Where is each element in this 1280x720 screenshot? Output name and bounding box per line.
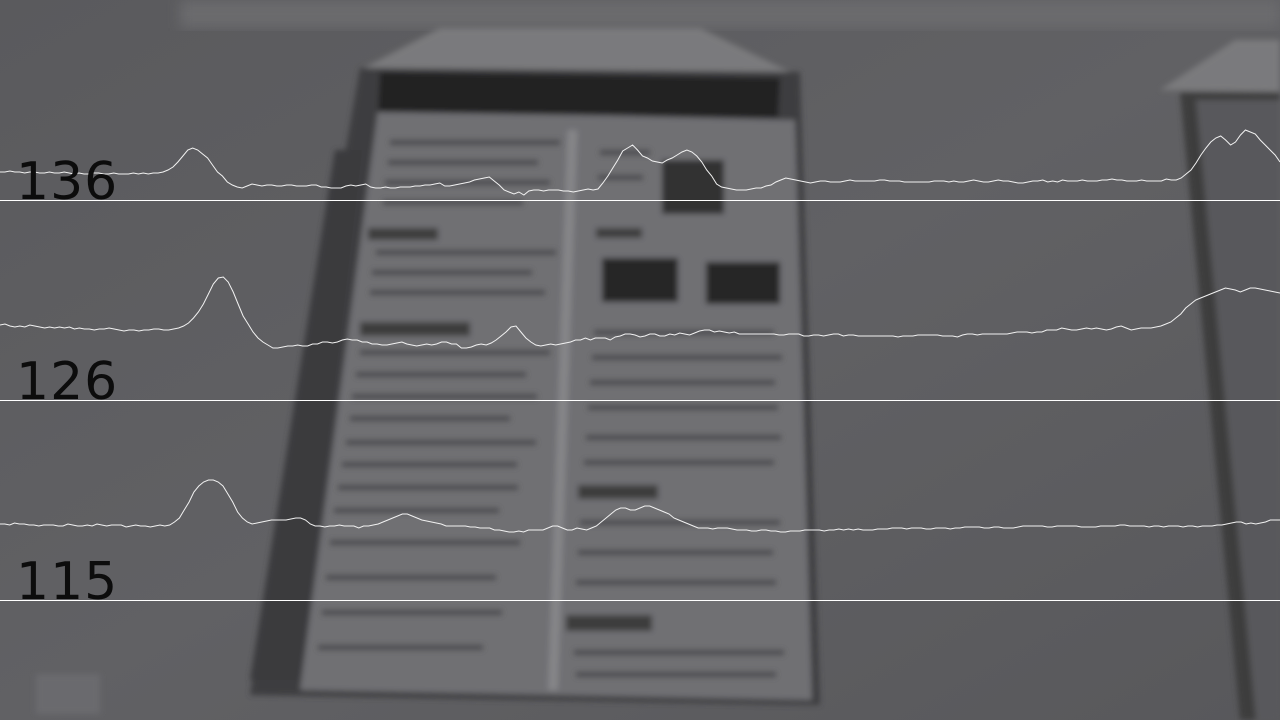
poster-section-header bbox=[596, 228, 642, 238]
poster-section-header bbox=[360, 322, 470, 336]
poster-board bbox=[250, 28, 820, 705]
ceiling-strip bbox=[180, 0, 1280, 28]
intensity-trace bbox=[0, 129, 1280, 196]
second-poster-edge bbox=[1160, 40, 1280, 720]
poster-text-lines bbox=[318, 140, 784, 677]
poster-photo bbox=[662, 160, 724, 214]
scanline-row: 126 bbox=[0, 276, 1280, 412]
poster-section-header bbox=[368, 228, 438, 240]
poster-header-bar bbox=[378, 72, 780, 118]
intensity-trace bbox=[0, 276, 1280, 349]
corner-sign bbox=[36, 674, 100, 714]
poster-hanger bbox=[360, 28, 790, 72]
row-value-label: 126 bbox=[16, 352, 118, 412]
poster-figure-2 bbox=[706, 262, 780, 304]
poster-section-header bbox=[566, 615, 652, 631]
poster-section-header bbox=[578, 485, 658, 499]
scanline-row: 115 bbox=[0, 479, 1280, 612]
poster-column-divider bbox=[547, 130, 578, 690]
poster-left-edge bbox=[250, 150, 362, 680]
poster-figure-1 bbox=[602, 258, 678, 302]
row-value-label: 115 bbox=[16, 552, 118, 612]
intensity-trace bbox=[0, 479, 1280, 533]
scanline-row: 136 bbox=[0, 129, 1280, 212]
row-value-label: 136 bbox=[16, 152, 118, 212]
